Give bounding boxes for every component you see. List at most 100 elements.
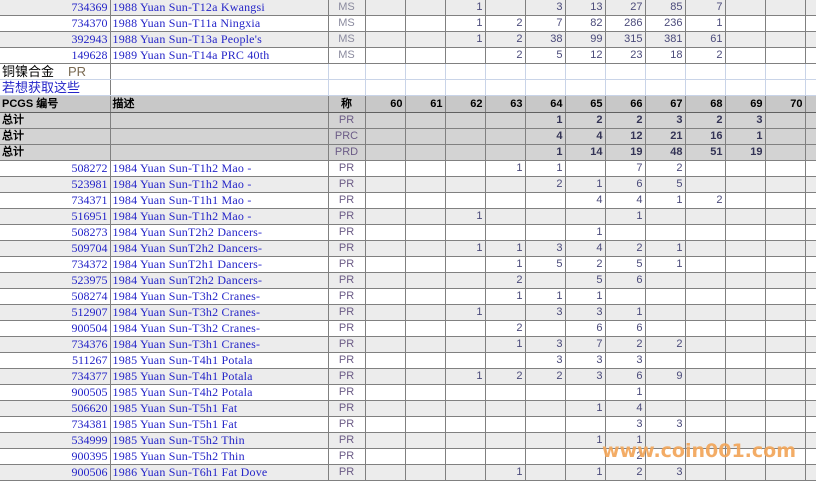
cell-grade-count[interactable] — [485, 176, 526, 193]
cell-description[interactable]: 1988 Yuan Sun-T13a People's — [110, 31, 329, 48]
cell-grade-count[interactable] — [365, 400, 406, 417]
table-total-row[interactable]: 总计PRC44122116159 — [0, 128, 816, 145]
cell-grade-count[interactable] — [365, 320, 406, 337]
cell-grade-count[interactable] — [405, 176, 446, 193]
cell-description[interactable]: 1984 Yuan Sun-T1h2 Mao - — [110, 160, 329, 177]
cell-grade-count[interactable] — [405, 368, 446, 385]
cell-grade-count[interactable] — [365, 304, 406, 321]
header-grade-69[interactable]: 69 — [725, 95, 766, 113]
cell-grade-count[interactable]: 5 — [645, 176, 686, 193]
cell-grade-count[interactable]: 2 — [485, 272, 526, 289]
cell-grade-count[interactable] — [445, 144, 486, 161]
cell-grade-count[interactable]: 51 — [685, 144, 726, 161]
cell-grade[interactable]: MS — [328, 47, 366, 64]
cell-grade-count[interactable] — [485, 192, 526, 209]
header-description[interactable]: 描述 — [110, 95, 329, 113]
cell-grade-count[interactable] — [525, 320, 566, 337]
cell-pcgs-number[interactable]: 149628 — [0, 47, 111, 64]
cell-grade-count[interactable]: 1 — [645, 192, 686, 209]
cell-description[interactable]: 1984 Yuan SunT2h2 Dancers- — [110, 224, 329, 241]
cell-grade-count[interactable]: 7 — [685, 0, 726, 16]
cell-grade-count[interactable]: 1 — [485, 288, 526, 305]
cell-pcgs-number[interactable]: 516951 — [0, 208, 111, 225]
cell-grade-count[interactable] — [405, 320, 446, 337]
cell-grade-count[interactable] — [405, 15, 446, 32]
cell-grade-count[interactable] — [765, 384, 806, 401]
header-grade-64[interactable]: 64 — [525, 95, 566, 113]
cell-grade-count[interactable] — [405, 0, 446, 16]
cell-grade-count[interactable] — [405, 256, 446, 273]
cell-grade-count[interactable] — [525, 448, 566, 465]
cell-grade-count[interactable] — [445, 47, 486, 64]
cell-grade-count[interactable] — [765, 320, 806, 337]
cell-grade-count[interactable] — [365, 15, 406, 32]
cell-total[interactable]: 3 — [805, 288, 816, 305]
table-total-row[interactable]: 总计PR12232313 — [0, 112, 816, 129]
cell-grade-count[interactable]: 13 — [565, 0, 606, 16]
cell-grade-count[interactable] — [525, 416, 566, 433]
cell-grade-count[interactable] — [405, 448, 446, 465]
cell-grade-count[interactable]: 2 — [605, 112, 646, 129]
cell-grade-count[interactable]: 6 — [565, 320, 606, 337]
cell-grade-count[interactable] — [685, 448, 726, 465]
cell-grade-count[interactable]: 1 — [485, 336, 526, 353]
cell-grade-count[interactable]: 82 — [565, 15, 606, 32]
cell-grade-count[interactable] — [765, 112, 806, 129]
cell-pcgs-number[interactable]: 734370 — [0, 15, 111, 32]
cell-grade-count[interactable] — [405, 464, 446, 481]
cell-grade-count[interactable]: 2 — [605, 336, 646, 353]
cell-grade-count[interactable] — [405, 224, 446, 241]
cell-total[interactable]: 2 — [805, 432, 816, 449]
cell-grade-count[interactable]: 3 — [725, 112, 766, 129]
cell-grade-count[interactable]: 1 — [565, 432, 606, 449]
cell-grade-count[interactable]: 6 — [605, 176, 646, 193]
cell-grade[interactable]: PR — [328, 112, 366, 129]
cell-grade-count[interactable] — [405, 272, 446, 289]
cell-total[interactable]: 9 — [805, 352, 816, 369]
cell-grade-count[interactable] — [365, 432, 406, 449]
cell-grade-count[interactable] — [685, 464, 726, 481]
cell-grade-count[interactable] — [765, 448, 806, 465]
cell-grade-count[interactable] — [365, 31, 406, 48]
cell-grade-count[interactable]: 23 — [605, 47, 646, 64]
cell-grade-count[interactable] — [405, 31, 446, 48]
cell-grade[interactable]: PR — [328, 304, 366, 321]
cell-grade-count[interactable] — [725, 240, 766, 257]
cell-grade-count[interactable] — [365, 256, 406, 273]
cell-grade-count[interactable]: 3 — [645, 416, 686, 433]
cell-total[interactable]: 6 — [805, 416, 816, 433]
cell-pcgs-number[interactable]: 734369 — [0, 0, 111, 16]
cell-total[interactable]: 13 — [805, 112, 816, 129]
cell-grade[interactable]: PR — [328, 432, 366, 449]
cell-grade-count[interactable] — [685, 272, 726, 289]
cell-grade-count[interactable] — [765, 160, 806, 177]
cell-pcgs-number[interactable]: 392943 — [0, 31, 111, 48]
cell-total[interactable]: 63 — [805, 47, 816, 64]
cell-total[interactable]: 2 — [805, 448, 816, 465]
cell-total[interactable]: 13 — [805, 272, 816, 289]
cell-grade-count[interactable]: 18 — [645, 47, 686, 64]
cell-pcgs-number[interactable]: 523975 — [0, 272, 111, 289]
cell-description[interactable]: 1984 Yuan Sun-T1h2 Mao - — [110, 176, 329, 193]
cell-grade-count[interactable]: 2 — [525, 176, 566, 193]
cell-pcgs-number[interactable]: 734377 — [0, 368, 111, 385]
cell-pcgs-number[interactable]: 509704 — [0, 240, 111, 257]
cell-grade-count[interactable] — [765, 128, 806, 145]
cell-grade-count[interactable] — [765, 304, 806, 321]
cell-grade-count[interactable]: 3 — [525, 336, 566, 353]
cell-grade-count[interactable] — [725, 208, 766, 225]
cell-grade-count[interactable]: 21 — [645, 128, 686, 145]
cell-grade-count[interactable] — [485, 384, 526, 401]
cell-grade-count[interactable] — [765, 432, 806, 449]
cell-grade-count[interactable] — [725, 288, 766, 305]
cell-grade-count[interactable] — [365, 160, 406, 177]
cell-grade[interactable]: PR — [328, 256, 366, 273]
cell-grade-count[interactable]: 2 — [565, 112, 606, 129]
cell-grade-count[interactable] — [685, 320, 726, 337]
table-row[interactable]: 509704 1984 Yuan SunT2h2 Dancers- PR 1 1 3 4 2 1… — [0, 240, 816, 257]
